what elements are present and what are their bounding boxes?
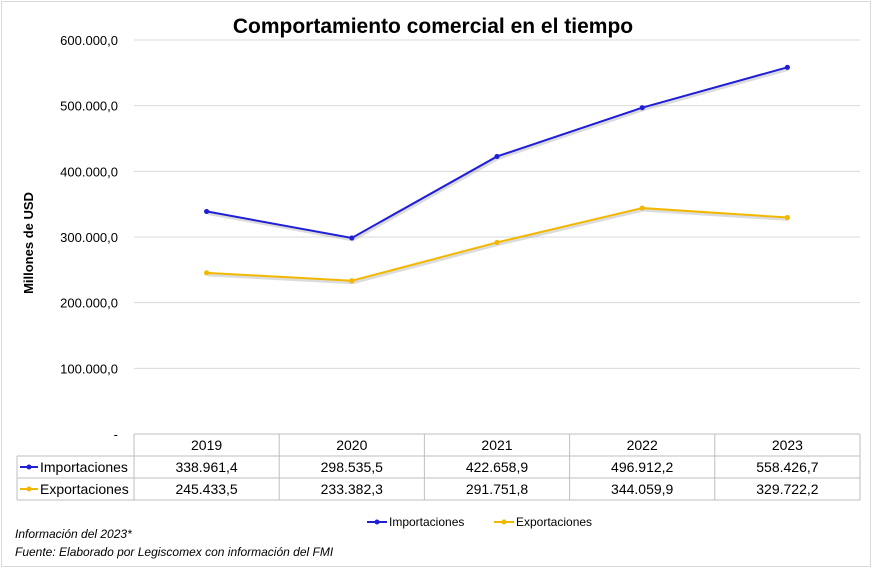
x-tick-label: 2020 <box>336 437 367 453</box>
legend-key-marker <box>26 464 32 470</box>
data-point <box>494 153 500 160</box>
data-label: 329.722,2 <box>756 481 818 497</box>
data-label: 496.912,2 <box>611 459 673 475</box>
data-point <box>204 270 210 276</box>
y-tick-label: 100.000,0 <box>60 361 118 376</box>
data-label: 245.433,5 <box>175 481 237 497</box>
x-tick-label: 2023 <box>772 437 803 453</box>
data-point <box>349 278 355 284</box>
table-series-name: Importaciones <box>40 459 128 475</box>
legend-marker <box>501 519 507 525</box>
legend: Importaciones Exportaciones <box>367 515 592 529</box>
data-label: 291.751,8 <box>466 481 528 497</box>
y-axis-ticks: - 100.000,0 200.000,0 300.000,0 400.000,0 500… <box>60 33 118 442</box>
table-legend-key <box>20 486 38 492</box>
data-point <box>639 205 645 211</box>
data-point <box>349 235 355 241</box>
data-table: 2019 2020 2021 2022 2023 Importaciones 338.961… <box>16 433 861 501</box>
legend-marker <box>374 519 380 525</box>
chart-title: Comportamiento comercial en el tiempo <box>233 15 633 38</box>
x-tick-label: 2019 <box>191 437 222 453</box>
series-exportaciones <box>204 205 791 285</box>
table-legend-key <box>20 464 38 470</box>
x-tick-label: 2022 <box>627 437 658 453</box>
note-text: Información del 2023* <box>15 527 132 541</box>
y-tick-label: - <box>114 427 118 442</box>
data-point <box>784 214 791 221</box>
notes: Información del 2023* Fuente: Elaborado p… <box>15 527 334 559</box>
series-line-shadow <box>207 208 789 285</box>
data-point <box>784 64 791 70</box>
data-label: 344.059,9 <box>611 481 673 497</box>
data-label: 422.658,9 <box>466 459 528 475</box>
data-label: 338.961,4 <box>175 459 237 475</box>
y-tick-label: 300.000,0 <box>60 230 118 245</box>
legend-label: Exportaciones <box>516 515 592 529</box>
data-label: 233.382,3 <box>321 481 383 497</box>
legend-key-marker <box>26 486 32 492</box>
y-tick-label: 600.000,0 <box>60 33 118 48</box>
y-axis-label: Millones de USD <box>21 192 36 294</box>
data-label: 298.535,5 <box>321 459 383 475</box>
x-tick-label: 2021 <box>481 437 512 453</box>
series-importaciones <box>204 64 791 242</box>
series-lines <box>204 64 791 285</box>
note-text: Fuente: Elaborado por Legiscomex con inf… <box>15 545 334 559</box>
y-tick-label: 200.000,0 <box>60 296 118 311</box>
data-point <box>494 239 500 246</box>
data-point <box>639 105 645 111</box>
data-point <box>204 208 210 215</box>
legend-label: Importaciones <box>389 515 464 529</box>
y-tick-label: 400.000,0 <box>60 164 118 179</box>
y-tick-label: 500.000,0 <box>60 99 118 114</box>
table-series-name: Exportaciones <box>40 481 129 497</box>
grid-lines <box>134 39 860 369</box>
data-label: 558.426,7 <box>756 459 818 475</box>
